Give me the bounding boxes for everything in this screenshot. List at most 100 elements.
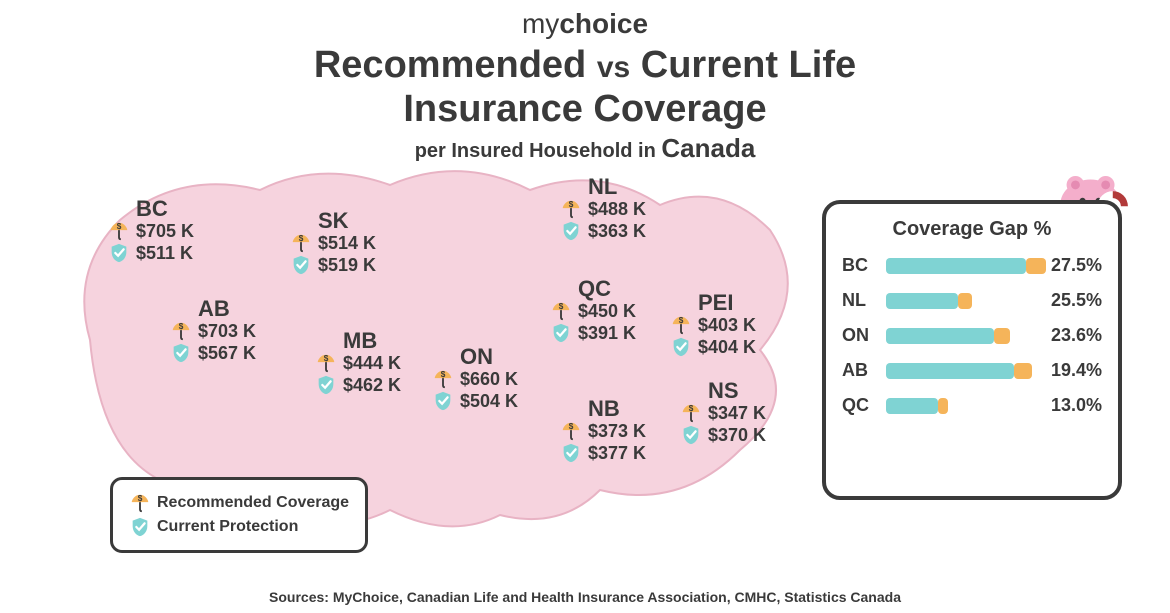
gap-pct: 19.4% [1040,360,1102,381]
recommended-value: $705 K [136,221,194,242]
shield-icon [680,424,702,446]
legend-cur: Current Protection [157,518,298,536]
province-code: BC [136,198,194,220]
province-pei: PEI $ $403 K$404 K [670,292,756,358]
recommended-value: $488 K [588,199,646,220]
current-value: $511 K [136,243,193,264]
gap-row-on: ON 23.6% [842,325,1102,346]
current-value: $504 K [460,391,518,412]
umbrella-icon: $ [680,402,702,424]
umbrella-icon: $ [550,300,572,322]
umbrella-icon: $ [432,368,454,390]
province-code: ON [460,346,518,368]
coverage-gap-panel: Coverage Gap % BC27.5% NL 25.5% ON 23.6% AB 19… [822,200,1122,500]
umbrella-icon: $ [170,320,192,342]
gap-row-bc: BC27.5% [842,255,1102,276]
current-value: $519 K [318,255,376,276]
shield-icon [550,322,572,344]
current-value: $363 K [588,221,646,242]
umbrella-icon: $ [560,198,582,220]
umbrella-icon: $ [560,420,582,442]
gap-bar [886,328,1030,344]
province-code: SK [318,210,376,232]
province-code: MB [343,330,401,352]
gap-row-ab: AB 19.4% [842,360,1102,381]
gap-pct: 23.6% [1040,325,1102,346]
shield-icon [670,336,692,358]
province-nb: NB $ $373 K$377 K [560,398,646,464]
svg-text:$: $ [679,316,684,325]
province-ns: NS $ $347 K$370 K [680,380,766,446]
umbrella-icon: $ [108,220,130,242]
gap-code: AB [842,360,876,381]
panel-title: Coverage Gap % [842,218,1102,241]
infographic: mychoice Recommended vs Current Life Ins… [0,0,1170,613]
title-b: Current Life [641,44,856,86]
svg-text:$: $ [324,354,329,363]
province-code: NB [588,398,646,420]
recommended-value: $373 K [588,421,646,442]
svg-text:$: $ [299,234,304,243]
title-vs: vs [597,51,630,84]
province-bc: BC $ $705 K$511 K [108,198,194,264]
province-code: QC [578,278,636,300]
shield-icon [108,242,130,264]
recommended-value: $660 K [460,369,518,390]
recommended-value: $347 K [708,403,766,424]
shield-icon [170,342,192,364]
shield-icon [290,254,312,276]
umbrella-icon: $ [129,492,151,514]
current-value: $404 K [698,337,756,358]
gap-pct: 13.0% [1040,395,1102,416]
shield-icon [315,374,337,396]
recommended-value: $444 K [343,353,401,374]
gap-pct: 27.5% [1040,255,1102,276]
svg-text:$: $ [569,422,574,431]
current-value: $391 K [578,323,636,344]
title-block: Recommended vs Current Life Insurance Co… [0,44,1170,164]
subtitle-b: Canada [661,133,755,163]
shield-icon [560,220,582,242]
shield-icon [129,516,151,538]
gap-bar [886,363,1030,379]
svg-text:$: $ [559,302,564,311]
legend-rec: Recommended Coverage [157,494,349,512]
brand-logo: mychoice [0,8,1170,40]
province-code: NS [708,380,766,402]
recommended-value: $703 K [198,321,256,342]
province-sk: SK $ $514 K$519 K [290,210,376,276]
current-value: $370 K [708,425,766,446]
gap-code: NL [842,290,876,311]
svg-text:$: $ [569,200,574,209]
gap-pct: 25.5% [1040,290,1102,311]
gap-row-nl: NL 25.5% [842,290,1102,311]
current-value: $377 K [588,443,646,464]
province-mb: MB $ $444 K$462 K [315,330,401,396]
recommended-value: $450 K [578,301,636,322]
umbrella-icon: $ [290,232,312,254]
svg-text:$: $ [441,370,446,379]
gap-bar [886,293,1030,309]
shield-icon [432,390,454,412]
sources: Sources: MyChoice, Canadian Life and Hea… [0,589,1170,605]
umbrella-icon: $ [670,314,692,336]
current-value: $567 K [198,343,256,364]
province-on: ON $ $660 K$504 K [432,346,518,412]
title-a: Recommended [314,44,586,86]
province-code: NL [588,176,646,198]
gap-code: ON [842,325,876,346]
legend: $ Recommended Coverage Current Protectio… [110,477,368,553]
brand-my: my [522,8,559,39]
svg-text:$: $ [138,494,143,503]
brand-choice: choice [559,8,648,39]
province-nl: NL $ $488 K$363 K [560,176,646,242]
province-code: PEI [698,292,756,314]
province-qc: QC $ $450 K$391 K [550,278,636,344]
gap-bar [886,258,1030,274]
recommended-value: $514 K [318,233,376,254]
svg-text:$: $ [179,322,184,331]
current-value: $462 K [343,375,401,396]
recommended-value: $403 K [698,315,756,336]
umbrella-icon: $ [315,352,337,374]
gap-bar [886,398,1030,414]
